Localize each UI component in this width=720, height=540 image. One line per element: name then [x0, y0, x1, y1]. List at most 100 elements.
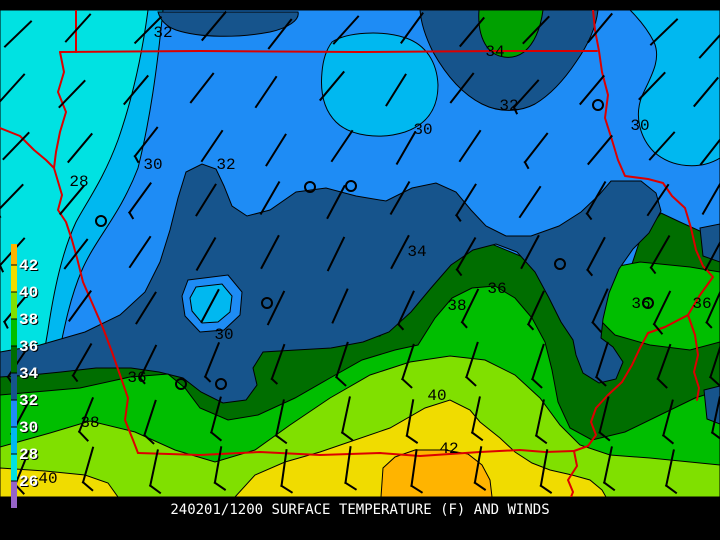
wind-barb [661, 399, 675, 445]
contour-label: 28 [69, 173, 88, 191]
wind-barb [138, 344, 158, 385]
wind-barb [81, 446, 95, 492]
region-32-34-main-band [0, 163, 662, 404]
wind-barb [59, 184, 85, 216]
colorbar-segment [11, 373, 17, 400]
wind-barb [652, 290, 672, 335]
wind-barb [77, 397, 95, 442]
contour-label: 32 [216, 156, 235, 174]
contour-label: 30 [413, 121, 432, 139]
region-40-42-main [234, 399, 607, 497]
wind-barb [396, 290, 415, 331]
wind-barb [602, 446, 616, 492]
wind-barb [270, 343, 286, 385]
wind-barb [143, 399, 157, 445]
wind-barb [455, 237, 477, 277]
wind-barb [579, 74, 605, 106]
wind-barb [664, 449, 678, 495]
contour-label: 32 [153, 24, 172, 42]
contour-labels: 32 34 32 30 30 30 32 28 34 36 38 36 36 30 36 38 40 42 40 [38, 24, 711, 488]
wind-barb [209, 396, 223, 442]
wind-barb [200, 288, 220, 324]
wind-barb [710, 396, 720, 442]
map-caption: 240201/1200 SURFACE TEMPERATURE (F) AND … [170, 502, 550, 518]
region-40-42-corner [0, 467, 119, 497]
state-border-north [59, 50, 598, 53]
wind-barb [195, 237, 217, 271]
colorbar-label: 36 [19, 338, 38, 356]
colorbar-label: 34 [19, 365, 39, 383]
contour-label: 32 [499, 97, 518, 115]
wind-barb [701, 181, 720, 215]
contour-label: 40 [427, 387, 446, 405]
region-38-40-south [0, 355, 720, 497]
wind-barb [319, 70, 345, 102]
wind-barb [330, 129, 354, 163]
wind-barb [58, 79, 86, 109]
wind-barb [128, 182, 152, 220]
wind-barb [410, 449, 424, 494]
colorbar-label-shadow: 34 [20, 366, 40, 384]
contour-label: 30 [143, 156, 162, 174]
wind-barb [2, 131, 30, 161]
state-border-south [137, 449, 575, 457]
wind-barb [587, 12, 613, 44]
wind-barb [0, 73, 26, 103]
wind-barb [203, 342, 221, 383]
wind-barb [531, 343, 545, 389]
wind-barb [189, 72, 215, 104]
wind-barb [534, 399, 548, 445]
colorbar-label-shadow: 28 [20, 447, 39, 465]
wind-barb [0, 183, 24, 219]
wind-barb [470, 396, 484, 442]
wind-barb [512, 79, 540, 115]
state-border-east-river [567, 10, 714, 497]
wind-barb [344, 446, 358, 491]
state-borders [0, 10, 714, 497]
station-circle [592, 99, 604, 111]
wind-barb [460, 288, 480, 329]
colorbar-segment [11, 265, 17, 292]
state-border-west-river [0, 51, 139, 454]
wind-barb [63, 238, 89, 270]
wind-barb [135, 291, 157, 325]
wind-barb [267, 18, 293, 50]
colorbar-label: 32 [19, 392, 38, 410]
colorbar-segment [11, 244, 17, 265]
wind-barb [326, 236, 346, 272]
colorbar-label-shadow: 30 [20, 420, 39, 438]
wind-barb [585, 181, 607, 221]
wind-barb [64, 13, 92, 43]
wind-barb [259, 181, 281, 215]
wind-barb [648, 131, 676, 161]
colorbar-label-shadow: 26 [20, 474, 39, 492]
wind-barb [385, 73, 407, 107]
wind-barb [266, 290, 286, 326]
contour-label: 36 [127, 369, 146, 387]
wind-barb [459, 16, 485, 48]
wind-barb [591, 288, 609, 333]
colorbar-label: 28 [19, 446, 38, 464]
wind-barb [71, 343, 93, 383]
wind-barb [128, 235, 152, 269]
contour-label: 36 [487, 280, 506, 298]
wind-barb [465, 341, 479, 387]
bottom-black-bar [0, 497, 720, 540]
wind-barb [67, 132, 93, 164]
contour-label: 30 [630, 117, 649, 135]
wind-barb [335, 341, 349, 387]
colorbar-label: 30 [19, 419, 38, 437]
colorbar-segment [11, 346, 17, 373]
wind-barb [656, 343, 672, 389]
colorbar-label: 26 [19, 473, 38, 491]
contour-label: 34 [485, 43, 504, 61]
wind-barb [595, 341, 609, 387]
contour-label: 38 [80, 414, 99, 432]
map-layers: 32 34 32 30 30 30 32 28 34 36 38 36 36 30 36 38 40 42 40 [0, 10, 720, 497]
contour-label: 34 [407, 243, 426, 261]
wind-barb [395, 131, 417, 165]
station-circle [642, 297, 654, 309]
colorbar-label-shadow: 38 [20, 312, 39, 330]
